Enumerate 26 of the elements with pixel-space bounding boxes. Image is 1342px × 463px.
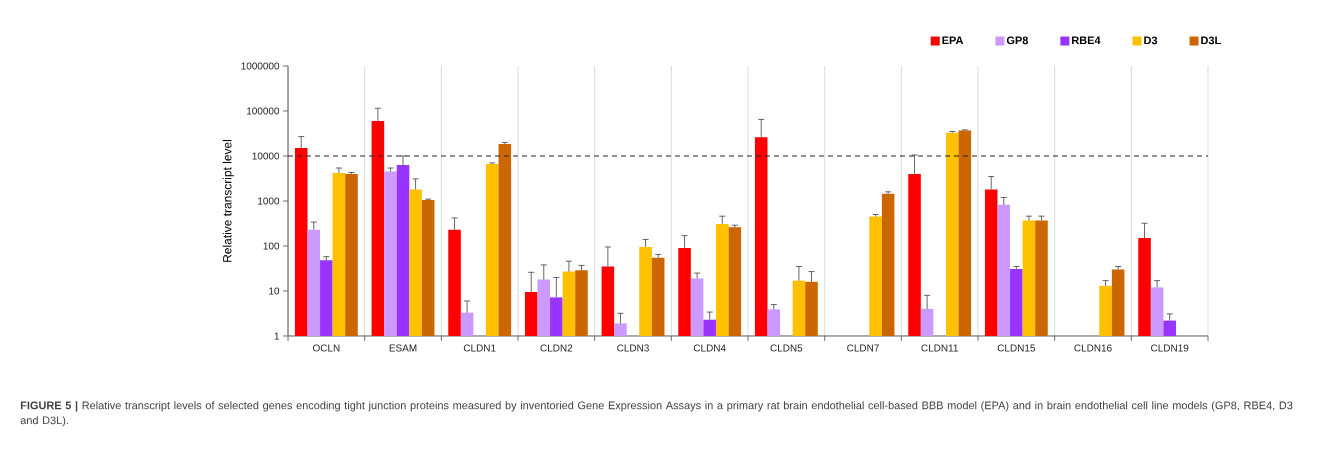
x-tick-label: CLDN19 [1151, 344, 1189, 352]
x-tick-label: CLDN5 [770, 344, 803, 352]
text: FIGURE 5 | Relative transcript levels of selected genes encoding tight junction proteins measured by inventoried Gene Expression Assays in a primary rat brain endothelial cell-based BBB model (EPA) and in brain endothelial cell line models (GP8, RBE4, D3 and D3L). [20, 401, 1293, 427]
x-tick-label: CLDN16 [1074, 344, 1112, 352]
y-tick-label: 100 [263, 242, 280, 250]
y-tick-label: 1000000 [241, 62, 280, 70]
y-tick-label: 10 [269, 287, 280, 295]
x-tick-label: CLDN4 [693, 344, 726, 352]
legend-label: EPA [942, 36, 964, 45]
y-tick-label: 1000 [258, 197, 280, 205]
x-tick-label: CLDN2 [540, 344, 573, 352]
x-tick-label: CLDN3 [617, 344, 649, 352]
legend-label: D3 [1144, 36, 1158, 45]
y-tick-label: 10000 [252, 152, 280, 160]
x-tick-label: CLDN1 [463, 344, 496, 352]
x-tick-label: ESAM [389, 344, 417, 352]
y-tick-label: 1 [274, 332, 280, 340]
y-axis-title: Relative transcript level [222, 140, 234, 262]
legend-label: RBE4 [1072, 36, 1101, 45]
x-tick-label: CLDN7 [847, 344, 879, 352]
x-tick-label: OCLN [312, 344, 340, 352]
y-tick-label: 100000 [247, 107, 280, 115]
x-tick-label: CLDN11 [921, 344, 958, 352]
legend-label: GP8 [1006, 36, 1028, 45]
x-tick-label: CLDN15 [997, 344, 1036, 352]
legend-label: D3L [1201, 36, 1221, 45]
